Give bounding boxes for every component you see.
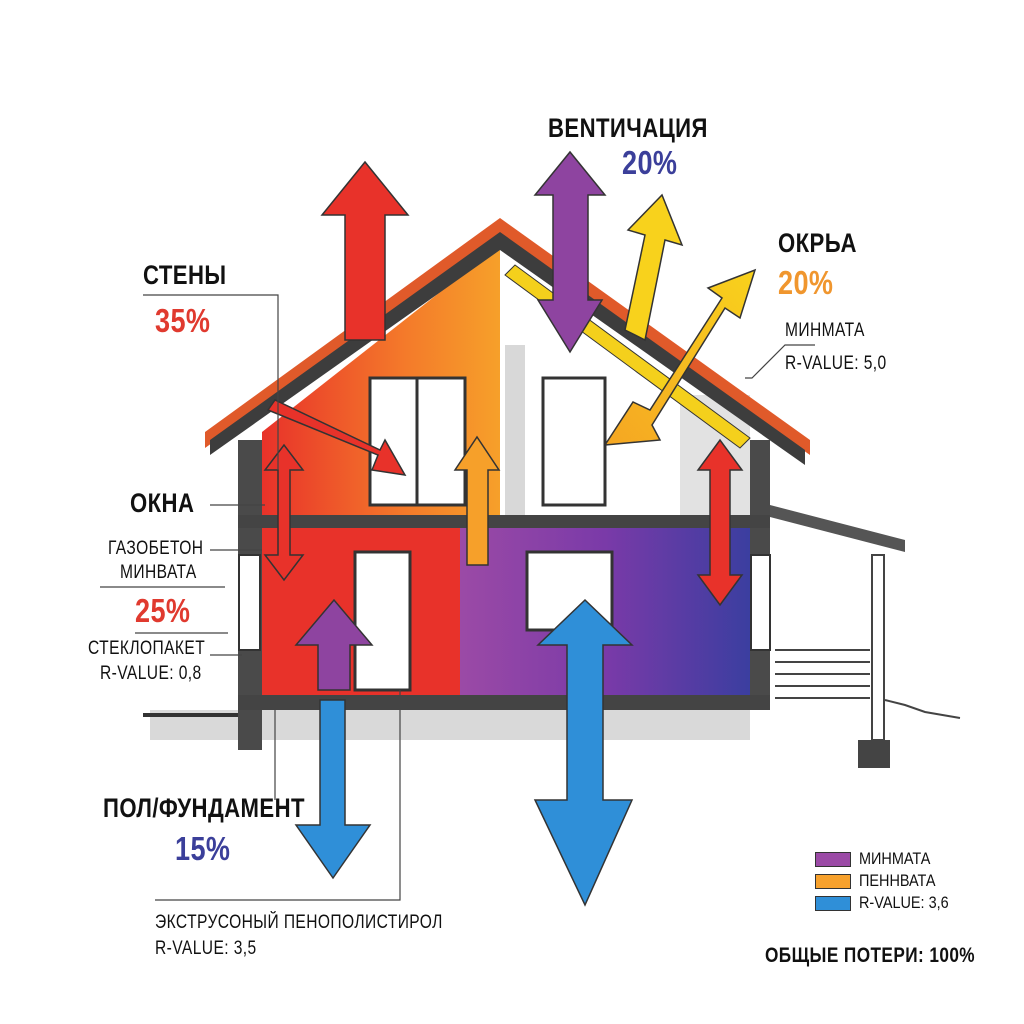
- legend-item-r-value: R-VALUE: 3,6: [815, 893, 965, 913]
- windows-material-2: МИНВАТА: [120, 562, 197, 583]
- windows-title: ОКНА: [130, 488, 195, 518]
- roof-title: ОКРЬА: [778, 228, 857, 258]
- floor-r-value: R-VALUE: 3,5: [155, 938, 257, 959]
- front-door: [353, 550, 412, 692]
- walls-title: СТЕНЫ: [143, 260, 227, 290]
- windows-glazing: СТЕКЛОПАКЕТ: [88, 638, 206, 659]
- right-double-arrow: [696, 438, 744, 607]
- porch-post: [871, 554, 885, 741]
- floor-title: ПОЛ/ФУНДАМЕНТ: [103, 793, 305, 823]
- porch-stairs: [775, 649, 961, 719]
- windows-material-1: ГАЗОБЕТОН: [108, 538, 204, 559]
- legend-item-pennvata: ПЕННВАТА: [815, 871, 949, 891]
- walls-heat-arrow: [320, 160, 410, 341]
- ventilation-percent: 20%: [622, 144, 678, 181]
- ground-floor-slab: [238, 695, 770, 710]
- legend-label: МИНМАТА: [859, 849, 931, 868]
- legend-label: R-VALUE: 3,6: [859, 893, 949, 912]
- floor-percent: 15%: [175, 830, 231, 867]
- floor-material: ЭКСТРУСОНЫЙ ПЕНОПОЛИСТИРОЛ: [155, 912, 443, 933]
- wall-diagonal-arrow: [266, 399, 407, 476]
- total-losses: ОБЩЫЕ ПОТЕРИ: 100%: [765, 944, 976, 967]
- legend-item-minmata: МИНМАТА: [815, 849, 943, 869]
- windows-r-value: R-VALUE: 0,8: [100, 663, 202, 684]
- foundation-blue-double-arrow: [533, 598, 634, 907]
- roof-material: МИНМАТА: [785, 320, 865, 341]
- leader-lines: [100, 294, 815, 901]
- porch-roof: [770, 505, 905, 552]
- ventilation-title: ВЕNТИЧАЦИЯ: [548, 113, 708, 143]
- roof-diagonal-arrow: [603, 268, 757, 446]
- roof-r-value: R-VALUE: 5,0: [785, 353, 887, 374]
- door-purple-arrow: [294, 598, 374, 691]
- floor-blue-arrow: [294, 699, 372, 880]
- chimney: [505, 345, 525, 515]
- roof-percent: 20%: [778, 264, 834, 301]
- floor-divider: [238, 515, 770, 528]
- upper-right-window: [541, 376, 607, 507]
- legend-swatch: [815, 873, 851, 889]
- legend-label: ПЕННВАТА: [859, 871, 936, 890]
- ventilation-arrow: [533, 150, 607, 354]
- porch-footing: [858, 740, 890, 768]
- legend-swatch: [815, 895, 851, 911]
- roof-yellow-arrow: [624, 193, 684, 342]
- windows-percent: 25%: [135, 592, 191, 629]
- left-side-window: [238, 554, 261, 651]
- walls-percent: 35%: [155, 302, 211, 339]
- upper-orange-arrow: [453, 435, 501, 566]
- legend-swatch: [815, 851, 851, 867]
- right-side-window: [750, 554, 771, 651]
